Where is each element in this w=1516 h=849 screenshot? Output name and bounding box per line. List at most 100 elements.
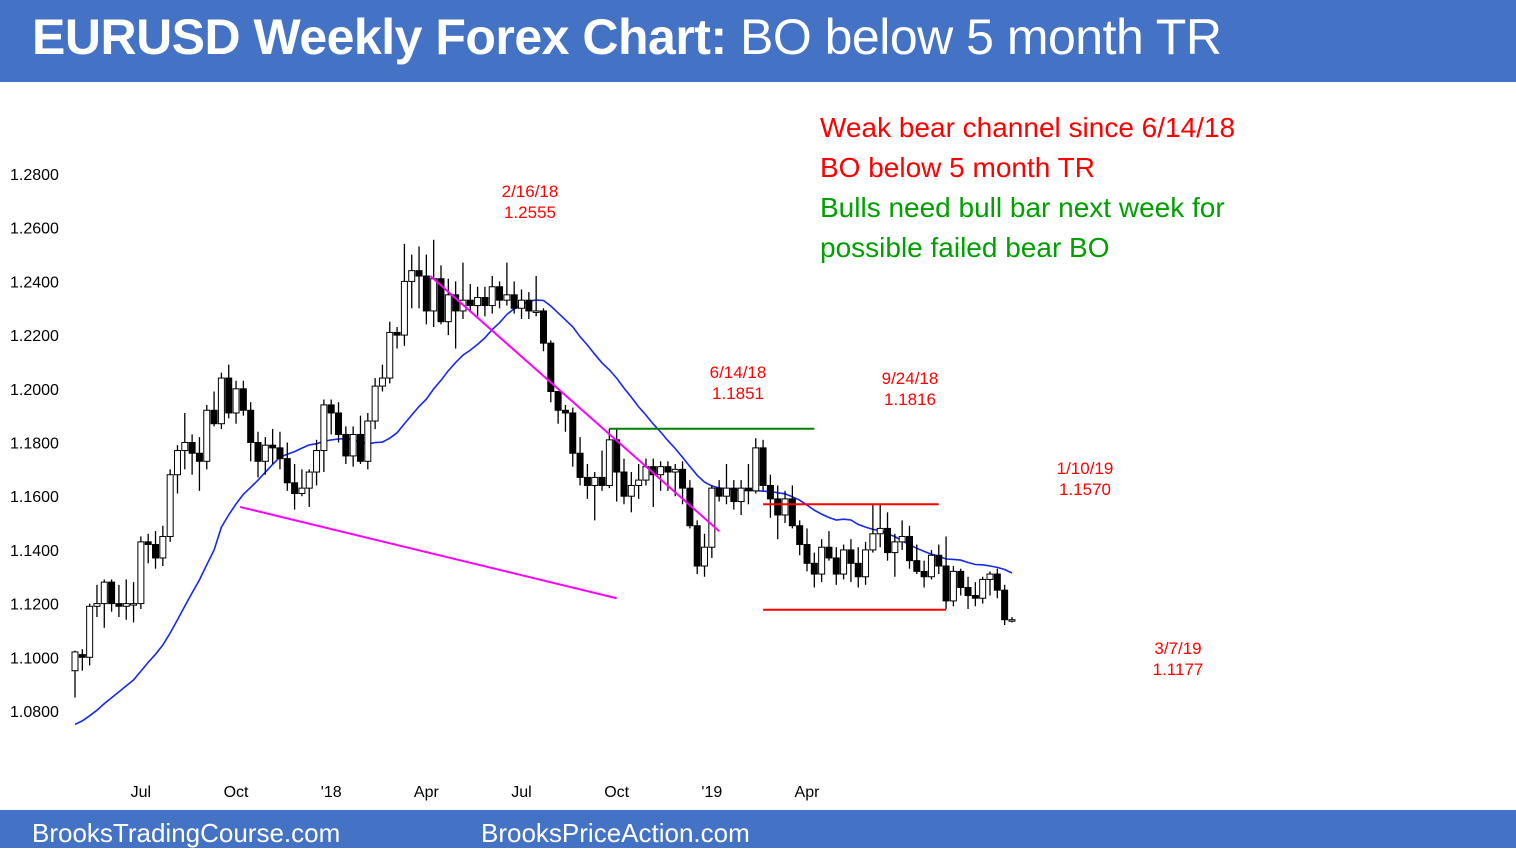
y-tick-label: 1.1400 [10,543,59,560]
candle-body [569,412,577,454]
candle-body [854,562,862,578]
chart-title-rest: BO below 5 month TR [726,9,1222,65]
candle-body [474,297,482,307]
chart-title-bold: EURUSD Weekly Forex Chart: [32,9,727,65]
note-line-1: Weak bear channel since 6/14/18 [820,112,1236,143]
y-tick-label: 1.2000 [10,382,59,399]
candle-body [942,565,950,602]
candle-body [225,377,233,414]
candle-body [152,544,160,559]
x-tick-label: Apr [795,784,821,801]
candle-body [964,586,972,597]
candle-body [393,331,401,336]
candle-body [335,412,343,435]
candle-body [796,525,804,546]
candle-body [115,603,123,607]
y-tick-label: 1.2400 [10,274,59,291]
candle-body [949,570,957,602]
x-tick-label: Jul [511,784,531,801]
header-bar: EURUSD Weekly Forex Chart: BO below 5 mo… [0,0,1516,82]
candle-body [518,299,526,309]
candle-body [466,299,474,307]
candle-body [774,498,782,516]
candle-body [561,409,569,414]
candle-body [232,388,240,414]
x-tick-label: Oct [224,784,249,801]
annotation-label: 1.2555 [504,203,556,222]
annotation-label: 3/7/19 [1154,639,1201,658]
candle-body [291,482,299,495]
candle-body [327,404,335,414]
candle-body [283,458,291,484]
candle-body [671,468,679,473]
candle-body [847,549,855,564]
candle-body [701,546,709,567]
candle-body [247,409,255,443]
y-tick-label: 1.2200 [10,328,59,345]
candle-body [657,466,665,476]
candle-body [239,388,247,411]
candle-body [305,471,313,489]
candle-body [269,444,277,449]
candle-body [217,377,225,425]
candle-body [78,654,86,658]
candle-body [166,474,174,537]
candle-body [261,444,269,462]
candle-body [71,651,79,672]
candle-body [254,442,262,462]
candle-body [635,479,643,486]
candle-body [539,310,547,344]
candle-body [869,533,877,551]
candle-body [313,450,321,473]
candle-body [554,390,562,411]
candle-body [993,573,1001,591]
candle-body [378,377,386,387]
candle-body [583,476,591,486]
candle-body [532,310,540,313]
candle-body [415,270,423,277]
trendline [239,505,617,600]
candle-body [576,452,584,478]
annotation-label: 1/10/19 [1057,459,1114,478]
candle-body [430,278,438,312]
candle-body [181,442,189,452]
candle-body [986,573,994,580]
candle-body [664,466,672,473]
candle-body [781,498,789,516]
candle-body [920,570,928,578]
candle-body [188,442,196,454]
candle-body [971,595,979,599]
y-tick-label: 1.1000 [10,650,59,667]
candle-body [130,603,138,606]
candle-body [840,549,848,575]
footer-bar: BrooksTradingCourse.com BrooksPriceActio… [0,810,1516,848]
candle-body [349,433,357,457]
annotation-label: 9/24/18 [882,369,939,388]
candle-body [927,554,935,578]
candle-body [832,557,840,575]
candle-body [730,487,738,503]
annotation-label: 1.1816 [884,390,936,409]
candle-body [525,299,533,312]
x-tick-label: '19 [701,784,722,801]
candle-body [818,546,826,575]
candle-body [298,487,306,495]
candle-body [481,297,489,307]
annotation-label: 1.1570 [1059,480,1111,499]
candle-body [386,331,394,379]
annotation-label: 6/14/18 [710,363,767,382]
candle-body [276,447,284,460]
candle-body [100,581,108,605]
annotation-label: 1.1177 [1153,660,1204,679]
candle-body [1008,619,1016,622]
candle-body [452,294,460,312]
x-tick-label: Jul [131,784,151,801]
candle-body [144,541,152,546]
y-tick-label: 1.0800 [10,704,59,721]
candle-body [766,484,774,500]
candle-body [803,544,811,564]
candle-body [722,487,730,497]
candle-body [715,487,723,497]
candle-body [195,452,203,462]
candle-body [93,603,101,607]
